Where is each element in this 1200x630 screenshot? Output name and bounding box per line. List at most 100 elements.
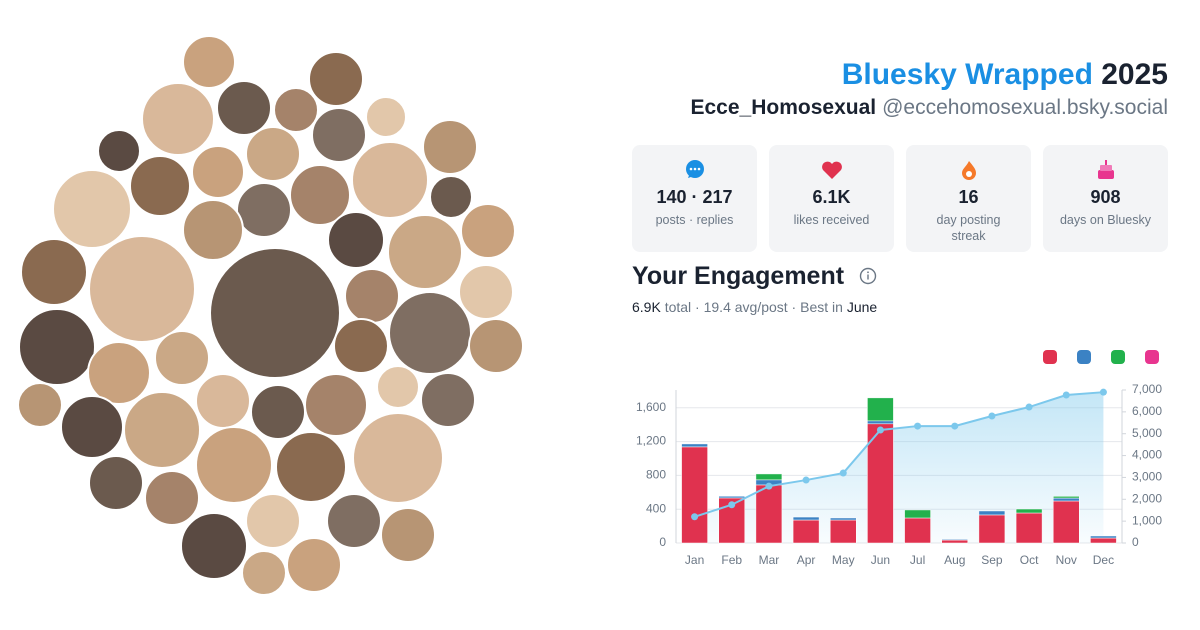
y2-tick-label: 5,000: [1132, 426, 1162, 440]
y2-tick-label: 2,000: [1132, 491, 1162, 505]
avatar[interactable]: [468, 318, 524, 374]
stat-label: likes received: [793, 213, 870, 227]
avatar[interactable]: [88, 455, 144, 511]
avatar[interactable]: [191, 145, 245, 199]
y-tick-label: 1,600: [636, 400, 666, 414]
avatar[interactable]: [216, 80, 272, 136]
avatar[interactable]: [18, 308, 96, 386]
y2-tick-label: 1,000: [1132, 513, 1162, 527]
avatar[interactable]: [333, 318, 389, 374]
avatar[interactable]: [52, 169, 132, 249]
avatar[interactable]: [422, 119, 478, 175]
bar-segment: [1015, 512, 1043, 544]
legend-swatch: [1043, 350, 1057, 364]
x-tick-label: Feb: [721, 553, 742, 567]
title: Bluesky Wrapped 2025: [842, 58, 1168, 92]
avatar[interactable]: [20, 238, 88, 306]
avatar[interactable]: [123, 391, 201, 469]
avatar[interactable]: [250, 384, 306, 440]
line-marker: [914, 422, 922, 430]
legend-icon[interactable]: [1077, 350, 1091, 364]
bar-segment: [755, 484, 783, 544]
bar-segment: [681, 443, 708, 448]
stat-card: 16 day posting streak: [906, 145, 1031, 252]
avatar[interactable]: [195, 426, 273, 504]
avatar[interactable]: [286, 537, 342, 593]
stat-value: 908: [1090, 187, 1121, 207]
bar-segment: [1090, 535, 1117, 539]
avatar[interactable]: [97, 129, 141, 173]
avatar[interactable]: [180, 512, 248, 580]
avatar[interactable]: [352, 412, 444, 504]
avatar[interactable]: [182, 199, 244, 261]
stat-value: 16: [958, 187, 979, 207]
avatar[interactable]: [380, 507, 436, 563]
avatar[interactable]: [344, 268, 400, 324]
icon: [1097, 160, 1114, 179]
avatar[interactable]: [129, 155, 191, 217]
bar-segment: [941, 538, 968, 541]
bar-segment: [867, 397, 894, 422]
bar-segment: [718, 496, 745, 499]
avatar[interactable]: [245, 126, 301, 182]
avatar[interactable]: [458, 264, 514, 320]
avatar[interactable]: [60, 395, 124, 459]
bar-segment: [978, 514, 1006, 544]
chart: 0 400 800 1,200 1,600 0 1,000 2,000 3,000 4,000 5,…: [636, 350, 1162, 567]
avatar[interactable]: [141, 82, 215, 156]
bar-segment: [792, 516, 820, 521]
avatar[interactable]: [209, 247, 341, 379]
avatar[interactable]: [289, 164, 351, 226]
bar-segment: [830, 519, 857, 544]
bar-segment: [978, 510, 1006, 516]
avatar[interactable]: [195, 373, 251, 429]
stat-label: days on Bluesky: [1059, 213, 1152, 227]
avatar[interactable]: [308, 51, 364, 107]
avatar[interactable]: [154, 330, 210, 386]
avatar[interactable]: [245, 493, 301, 549]
x-tick-label: Oct: [1020, 553, 1039, 567]
stat-label: day posting streak: [936, 213, 1001, 243]
legend-icon[interactable]: [1145, 350, 1159, 364]
avatar[interactable]: [275, 431, 347, 503]
legend-icon[interactable]: [1111, 350, 1125, 364]
bar-segment: [792, 519, 820, 544]
stat-value: 6.1K: [812, 187, 851, 207]
avatar[interactable]: [326, 493, 382, 549]
avatar[interactable]: [236, 182, 292, 238]
avatar[interactable]: [87, 341, 151, 405]
line-marker: [802, 476, 810, 484]
avatar[interactable]: [88, 235, 196, 343]
avatar[interactable]: [17, 382, 63, 428]
avatar[interactable]: [182, 35, 236, 89]
line-marker: [876, 426, 884, 434]
legend-icon[interactable]: [1043, 350, 1057, 364]
user: Ecce_Homosexual @eccehomosexual.bsky.soci…: [691, 96, 1169, 120]
avatar[interactable]: [351, 141, 429, 219]
line-marker: [1025, 403, 1033, 411]
avatar[interactable]: [241, 550, 287, 596]
avatar[interactable]: [387, 214, 463, 290]
line-marker: [951, 422, 959, 430]
bar-segment: [867, 420, 894, 425]
avatar[interactable]: [420, 372, 476, 428]
avatar[interactable]: [365, 96, 407, 138]
info-icon[interactable]: [859, 267, 877, 285]
avatar[interactable]: [144, 470, 200, 526]
bar-segment: [1090, 537, 1117, 544]
avatar[interactable]: [311, 107, 367, 163]
avatar[interactable]: [429, 175, 473, 219]
avatar[interactable]: [460, 203, 516, 259]
y2-tick-label: 0: [1132, 535, 1139, 549]
avatar[interactable]: [273, 87, 319, 133]
stat-label: posts · replies: [655, 213, 734, 227]
avatar-collage: [17, 35, 524, 596]
line-marker: [765, 482, 773, 490]
avatar[interactable]: [388, 291, 472, 375]
x-tick-label: Jan: [685, 553, 704, 567]
avatar[interactable]: [304, 373, 368, 437]
bar-segment: [1053, 497, 1080, 502]
avatar[interactable]: [376, 365, 420, 409]
avatar[interactable]: [327, 211, 385, 269]
bar-segment: [867, 423, 894, 544]
